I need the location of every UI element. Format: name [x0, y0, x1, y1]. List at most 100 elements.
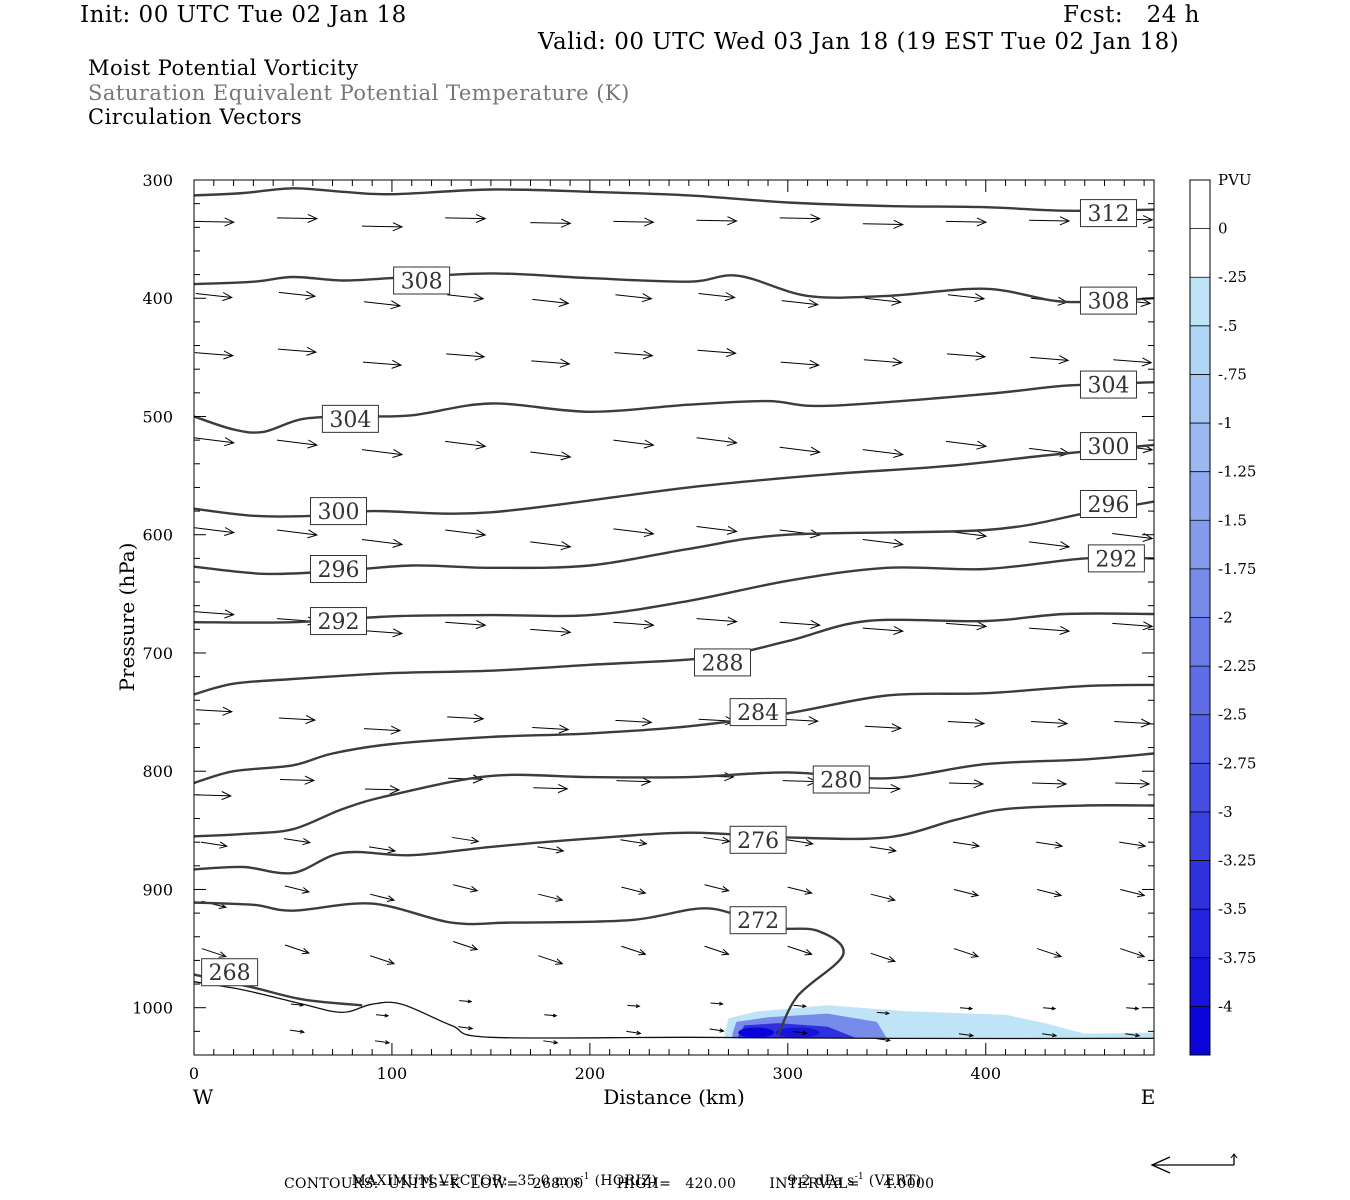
x-tick-label: 100: [377, 1064, 408, 1083]
vector-head: [810, 620, 821, 630]
circulation-vector: [613, 217, 655, 227]
contour-label: 300: [1079, 432, 1137, 461]
circulation-vector: [710, 1001, 724, 1006]
vector-shaft: [375, 1014, 389, 1017]
colorbar-label: -.25: [1218, 268, 1247, 286]
circulation-vector: [1119, 841, 1147, 849]
vector-shaft: [1112, 533, 1153, 540]
vector-head: [726, 437, 738, 447]
vector-shaft: [1029, 219, 1070, 222]
isentrope-308: [193, 272, 1155, 304]
colorbar-swatch: [1190, 471, 1210, 521]
colorbar-label: -1.75: [1218, 560, 1256, 578]
vector-head: [892, 357, 904, 367]
circulation-vector: [1030, 355, 1070, 365]
circulation-vector: [537, 846, 565, 854]
vector-shaft: [710, 1002, 723, 1005]
circulation-vector: [452, 836, 480, 844]
vector-shaft: [447, 294, 484, 300]
circulation-vector: [1126, 1006, 1140, 1011]
circulation-vector: [863, 357, 904, 367]
contour-label-text: 288: [701, 651, 743, 676]
vector-head: [808, 299, 819, 309]
vector-shaft: [696, 618, 737, 623]
vector-head: [391, 359, 403, 369]
vector-shaft: [453, 941, 478, 950]
contour-label-text: 292: [1095, 547, 1137, 572]
vector-head: [810, 213, 821, 223]
vert-exponent: -1: [854, 1172, 865, 1182]
circulation-vector: [195, 292, 234, 302]
circulation-vector: [959, 1006, 974, 1011]
vector-head: [223, 350, 235, 360]
vector-head: [809, 446, 821, 456]
vector-head: [970, 951, 980, 958]
vector-head: [893, 538, 905, 548]
vector-shaft: [543, 1040, 558, 1044]
circulation-vector: [445, 213, 487, 223]
vector-head: [475, 440, 487, 450]
vector-head: [1059, 216, 1071, 226]
vector-head: [641, 717, 653, 727]
y-tick-label: 700: [142, 644, 173, 663]
circulation-vector: [369, 893, 396, 902]
vector-shaft: [615, 294, 652, 300]
vector-head: [224, 609, 236, 619]
vector-head: [224, 437, 236, 447]
colorbar-label: -.75: [1218, 365, 1247, 383]
contour-label: 304: [1079, 370, 1137, 399]
vector-head: [306, 346, 318, 356]
vector-shaft: [862, 538, 903, 545]
isentrope-272: [193, 901, 845, 1037]
vector-head: [1058, 355, 1070, 365]
isentrope-280: [193, 752, 1155, 838]
vector-shaft: [864, 725, 901, 729]
vector-head: [808, 716, 819, 726]
lowest-isentrope: [193, 981, 1155, 1040]
contour-label-box: [201, 958, 259, 987]
circulation-vector: [276, 529, 319, 539]
vector-shaft: [445, 621, 486, 626]
colorbar-label: -2: [1218, 609, 1233, 627]
vector-shaft: [793, 1004, 806, 1007]
vector-shaft: [446, 353, 485, 358]
circulation-vector: [948, 779, 985, 789]
circulation-vector: [1029, 541, 1071, 551]
vector-shaft: [621, 945, 646, 955]
vector-shaft: [947, 721, 984, 725]
vector-head: [643, 439, 655, 449]
vector-shaft: [1120, 888, 1145, 896]
vector-shaft: [538, 955, 563, 965]
vector-head: [975, 351, 987, 361]
vector-head: [888, 846, 898, 854]
circulation-vector: [793, 1004, 807, 1008]
vector-head: [558, 724, 570, 734]
vector-head: [473, 293, 485, 303]
isentrope-312: [193, 187, 1155, 212]
vector-head: [473, 713, 485, 723]
x-tick-label: 200: [575, 1064, 606, 1083]
contour-label-box: [1079, 432, 1137, 461]
y-tick-label: 600: [142, 526, 173, 545]
legend-line-pv: Moist Potential Vorticity: [88, 56, 359, 80]
vector-shaft: [1042, 1033, 1057, 1037]
vector-head: [970, 890, 980, 898]
colorbar-title: PVU: [1218, 171, 1252, 189]
vector-head: [299, 1029, 306, 1034]
contour-label: 296: [309, 555, 367, 584]
vector-head: [725, 348, 737, 358]
contour-label: 276: [729, 825, 787, 854]
vector-head: [386, 895, 396, 902]
x-axis-label: Distance (km): [603, 1085, 745, 1109]
vector-head: [638, 888, 647, 895]
vector-head: [642, 350, 654, 360]
circulation-vector: [289, 1029, 306, 1034]
colorbar-label: -3.5: [1218, 900, 1247, 918]
contour-label: 296: [1079, 489, 1137, 518]
circulation-vector: [363, 300, 402, 310]
colorbar-swatch: [1190, 180, 1210, 230]
vector-shaft: [365, 788, 400, 791]
vector-shaft: [1029, 541, 1070, 548]
circulation-vector: [445, 529, 487, 539]
vector-head: [1056, 779, 1068, 789]
